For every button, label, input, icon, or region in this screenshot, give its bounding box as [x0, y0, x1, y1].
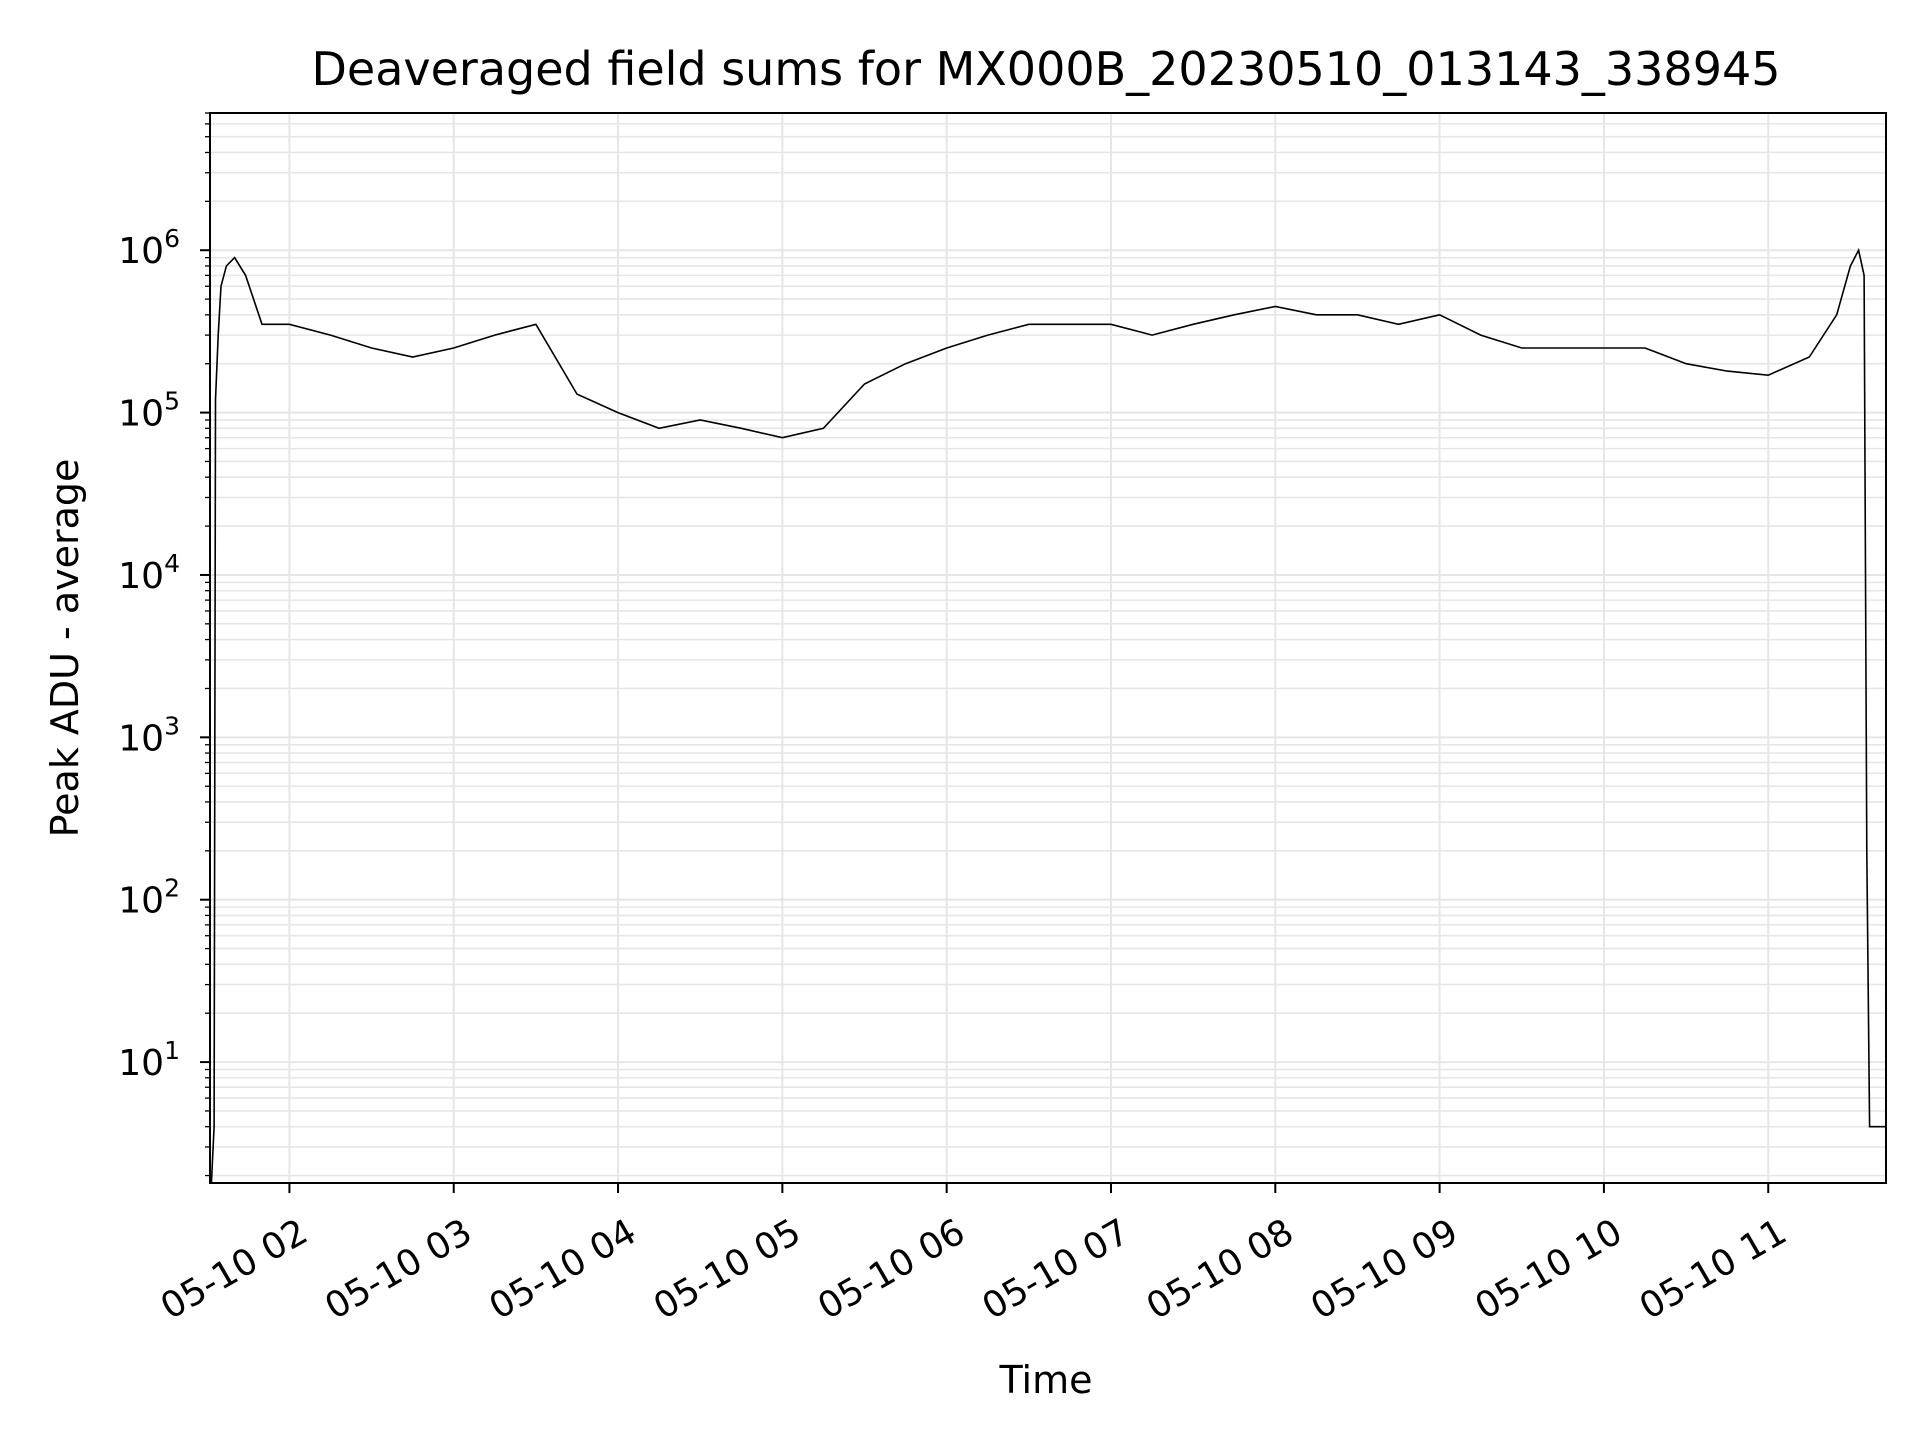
x-tick-label: 05-10 09: [1304, 1211, 1465, 1327]
plot-area-frame: [209, 112, 1887, 1184]
y-axis-ticks: 101 102 103 104 105 106: [118, 112, 210, 1177]
data-series: [210, 247, 1886, 1184]
y-axis-label: Peak ADU - average: [43, 459, 87, 838]
x-axis-label: Time: [999, 1358, 1093, 1402]
x-tick-label: 05-10 06: [811, 1211, 972, 1327]
x-tick-label: 05-10 11: [1633, 1211, 1794, 1327]
x-tick-label: 05-10 02: [154, 1211, 315, 1327]
y-tick-label: 104: [118, 549, 180, 597]
chart-title: Deaveraged field sums for MX000B_2023051…: [311, 42, 1780, 96]
y-tick-label: 105: [118, 387, 180, 435]
y-tick-label: 101: [118, 1036, 180, 1084]
x-tick-label: 05-10 04: [483, 1211, 644, 1327]
x-tick-label: 05-10 10: [1469, 1211, 1630, 1327]
y-tick-label: 106: [118, 224, 180, 272]
x-tick-label: 05-10 07: [976, 1211, 1137, 1327]
y-tick-label: 103: [118, 711, 180, 759]
x-tick-label: 05-10 08: [1140, 1211, 1301, 1327]
x-axis-ticks: 05-10 02 05-10 03 05-10 04 05-10 05 05-10 06…: [154, 1183, 1794, 1328]
series-line: [210, 247, 1886, 1184]
x-tick-label: 05-10 05: [647, 1211, 808, 1327]
grid: [210, 112, 1886, 1183]
y-tick-label: 102: [118, 874, 180, 922]
x-tick-label: 05-10 03: [318, 1211, 479, 1327]
